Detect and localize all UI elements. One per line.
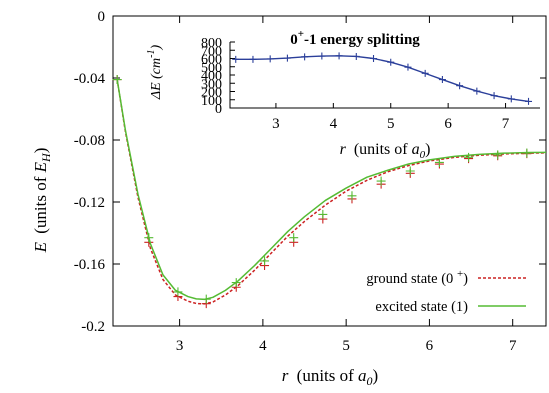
y-tick-label: 800 (201, 36, 222, 51)
main-x-axis-title: r (units of a0) (282, 366, 378, 388)
y-tick-label: 100 (201, 94, 222, 109)
main-series-1-marker (347, 191, 357, 201)
main-series-line-0 (116, 79, 547, 305)
inset-series-0-marker (525, 97, 533, 105)
y-tick-label: 400 (201, 69, 222, 84)
main-series-1-marker (318, 209, 328, 219)
inset-tick-marks (230, 41, 507, 109)
x-tick-label: 4 (259, 338, 267, 354)
y-tick-label: 300 (201, 77, 222, 92)
inset-series-0-marker (301, 53, 309, 61)
main-series-1-marker (289, 233, 299, 243)
y-tick-label: 0 (215, 102, 222, 117)
y-tick-label: 0 (98, 9, 106, 25)
inset-x-tick-labels: 3 4 5 6 7 (272, 116, 510, 132)
x-tick-label: 3 (272, 116, 280, 132)
y-tick-label: -0.04 (74, 71, 106, 87)
y-tick-label: 700 (201, 44, 222, 59)
y-tick-label: -0.12 (74, 195, 105, 211)
inset-background (230, 42, 540, 108)
main-series-1-marker (201, 294, 211, 304)
inset-series-0-marker (490, 92, 498, 100)
inset-series-0-marker (232, 55, 240, 63)
main-series-1-marker (522, 148, 532, 158)
inset-series-0-marker (421, 69, 429, 77)
main-tick-marks (113, 15, 546, 327)
x-tick-label: 6 (426, 338, 434, 354)
inset-series-0-marker (438, 76, 446, 84)
inset-series-0-marker (352, 52, 360, 60)
main-series-line-1 (116, 79, 547, 301)
y-tick-label: 500 (201, 61, 222, 76)
main-series-1-marker (173, 287, 183, 297)
y-tick-label: 600 (201, 53, 222, 68)
y-tick-label: -0.2 (81, 319, 105, 335)
inset-series-0-marker (266, 55, 274, 63)
inset-y-axis-title: ΔE (cm-1) (146, 45, 164, 101)
main-series-group (112, 75, 547, 309)
main-series-1-marker (260, 256, 270, 266)
y-tick-label: 200 (201, 86, 222, 101)
inset-series-0-marker (370, 55, 378, 62)
inset-series-group (232, 52, 533, 105)
inset-series-0-marker (404, 63, 412, 71)
main-series-1-marker (405, 166, 415, 176)
inset-series-0-marker (473, 87, 481, 95)
inset-series-0-marker (456, 82, 464, 90)
main-series-1-marker (464, 152, 474, 162)
x-tick-label: 4 (330, 116, 338, 132)
x-tick-label: 5 (387, 116, 395, 132)
main-y-axis-title: E (units of EH) (31, 148, 53, 254)
inset-series-0-marker (387, 58, 395, 66)
x-tick-label: 3 (176, 338, 184, 354)
x-tick-label: 7 (509, 338, 517, 354)
main-series-1-marker (144, 233, 154, 243)
x-tick-label: 5 (342, 338, 350, 354)
inset-series-0-marker (507, 95, 515, 103)
inset-x-axis-title: r (units of a0) (340, 141, 431, 161)
main-series-1-marker (493, 150, 503, 160)
main-series-1-marker (434, 157, 444, 167)
main-plot-frame (112, 15, 547, 327)
legend-label-ground-state: ground state (0 +) (366, 268, 468, 287)
legend: ground state (0 +) excited state (1) (366, 268, 526, 315)
x-tick-label: 6 (444, 116, 452, 132)
main-plot: 0 -0.04 -0.08 -0.12 -0.16 -0.2 3 4 5 6 7 E (units… (31, 9, 547, 388)
main-y-tick-labels: 0 -0.04 -0.08 -0.12 -0.16 -0.2 (74, 9, 106, 335)
inset-title: 0+-1 energy splitting (290, 28, 420, 48)
y-tick-label: -0.08 (74, 133, 105, 149)
main-series-1-marker (231, 278, 241, 288)
x-tick-label: 7 (502, 116, 510, 132)
inset-series-0-marker (335, 52, 343, 60)
main-series-1-marker (112, 75, 122, 85)
inset-series-0-marker (283, 54, 291, 62)
inset-series-0-marker (249, 55, 257, 63)
legend-label-excited-state: excited state (1) (375, 299, 468, 315)
y-tick-label: -0.16 (74, 257, 106, 273)
inset-series-0-marker (318, 52, 326, 60)
main-series-1-marker (376, 176, 386, 186)
main-x-tick-labels: 3 4 5 6 7 (176, 338, 517, 354)
